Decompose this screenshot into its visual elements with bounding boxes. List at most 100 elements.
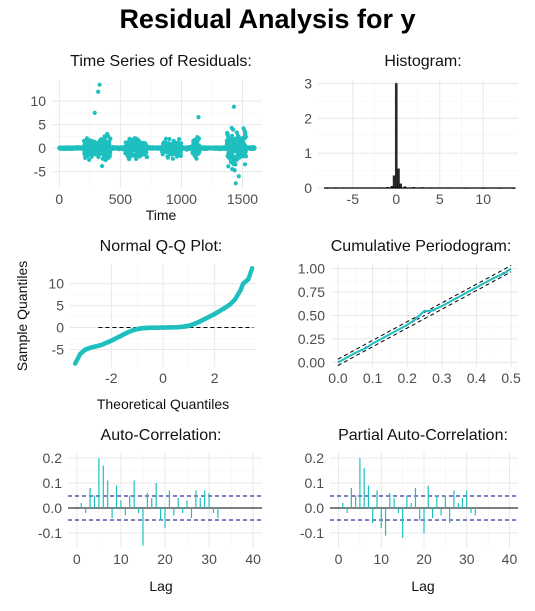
y-tick-label: 0.25 — [298, 331, 325, 347]
y-tick-label: 0 — [56, 320, 64, 336]
histogram-bar — [394, 83, 398, 189]
y-tick-label: 1 — [304, 145, 312, 161]
residual-point — [232, 168, 237, 173]
periodogram-lower-bound — [337, 271, 512, 366]
y-tick-label: 10 — [30, 93, 46, 109]
x-tick-label: 0.0 — [328, 370, 348, 386]
residual-point — [134, 156, 139, 162]
x-tick-label: 1500 — [227, 191, 258, 207]
y-tick-label: 0.2 — [43, 450, 63, 466]
residual-point — [92, 110, 97, 115]
y-tick-label: 0.0 — [305, 500, 325, 516]
residual-point — [179, 141, 184, 146]
panel-title: Time Series of Residuals: — [70, 53, 252, 70]
x-tick-label: 20 — [416, 551, 432, 567]
periodogram-upper-bound — [337, 265, 512, 360]
residual-point — [178, 153, 183, 158]
x-tick-label: 0 — [335, 551, 343, 567]
y-tick-label: 3 — [304, 75, 312, 91]
x-tick-label: 1000 — [166, 191, 197, 207]
y-tick-label: -0.1 — [38, 525, 62, 541]
x-tick-label: 40 — [502, 551, 518, 567]
residual-point — [233, 181, 238, 186]
residual-point — [243, 130, 248, 136]
y-tick-label: -5 — [52, 341, 65, 357]
y-tick-label: 0.1 — [43, 475, 63, 491]
periodogram-line — [337, 267, 512, 364]
y-tick-label: 0.00 — [298, 354, 325, 370]
x-tick-label: -2 — [105, 370, 118, 386]
residual-point — [231, 127, 236, 132]
residual-point — [108, 136, 113, 141]
y-tick-label: 0 — [38, 140, 46, 156]
residual-point — [231, 104, 237, 109]
residual-point — [84, 136, 90, 141]
residual-point — [229, 133, 235, 138]
x-tick-label: 10 — [475, 191, 491, 207]
histogram-bar — [399, 183, 402, 189]
residual-point — [242, 162, 248, 167]
residual-point — [243, 154, 249, 159]
residual-point — [177, 137, 182, 142]
x-axis-label: Lag — [149, 578, 172, 594]
x-tick-label: 0.2 — [397, 370, 417, 386]
residual-point — [226, 164, 231, 169]
histogram-bar — [392, 175, 396, 189]
y-tick-label: 1.00 — [298, 261, 325, 277]
residual-point — [196, 136, 201, 141]
y-tick-label: 0.50 — [298, 308, 325, 324]
x-tick-label: 20 — [157, 551, 173, 567]
panel-title: Cumulative Periodogram: — [331, 238, 512, 255]
residual-point — [163, 136, 169, 141]
panel-title: Auto-Correlation: — [101, 427, 222, 444]
y-tick-label: 5 — [38, 117, 46, 133]
residual-point — [97, 82, 102, 87]
x-tick-label: 40 — [245, 551, 261, 567]
residual-point — [89, 154, 94, 159]
y-tick-label: -0.1 — [300, 525, 324, 541]
residual-point — [144, 150, 149, 155]
x-tick-label: 0.4 — [467, 370, 487, 386]
x-tick-label: 30 — [201, 551, 217, 567]
x-tick-label: 0 — [159, 370, 167, 386]
residual-point — [167, 136, 172, 142]
x-tick-label: 0.1 — [363, 370, 383, 386]
y-axis-label: Sample Quantiles — [14, 261, 30, 372]
x-tick-label: 5 — [436, 191, 444, 207]
panel-title: Histogram: — [384, 53, 461, 70]
residual-point — [252, 145, 257, 150]
panel-title: Normal Q-Q Plot: — [100, 238, 223, 255]
y-tick-label: 0.1 — [305, 475, 325, 491]
y-tick-label: 0.0 — [43, 500, 63, 516]
x-tick-label: 0.3 — [432, 370, 452, 386]
panel-title: Partial Auto-Correlation: — [338, 427, 508, 444]
y-tick-label: 2 — [304, 110, 312, 126]
residual-point — [243, 134, 248, 139]
x-axis-label: Theoretical Quantiles — [97, 396, 229, 412]
y-tick-label: 0.2 — [305, 450, 325, 466]
residual-point — [144, 154, 150, 160]
y-tick-label: -5 — [34, 164, 47, 180]
x-tick-label: 2 — [211, 370, 219, 386]
residual-point — [165, 155, 170, 160]
x-tick-label: 10 — [113, 551, 129, 567]
y-tick-label: 0.75 — [298, 284, 325, 300]
x-tick-label: 0.5 — [501, 370, 521, 386]
qq-point — [249, 266, 255, 271]
x-tick-label: 0 — [392, 191, 400, 207]
residual-point — [194, 156, 199, 161]
x-tick-label: -5 — [347, 191, 360, 207]
x-axis-label: Lag — [411, 578, 434, 594]
y-tick-label: 0 — [304, 180, 312, 196]
residual-point — [170, 156, 175, 161]
y-tick-label: 10 — [48, 276, 64, 292]
page-title: Residual Analysis for y — [119, 4, 416, 34]
y-tick-label: 5 — [56, 298, 64, 314]
residual-point — [107, 153, 112, 159]
residual-point — [233, 162, 238, 167]
residual-point — [243, 149, 248, 154]
x-tick-label: 500 — [109, 191, 133, 207]
x-axis-label: Time — [146, 207, 177, 223]
residual-point — [103, 153, 109, 158]
